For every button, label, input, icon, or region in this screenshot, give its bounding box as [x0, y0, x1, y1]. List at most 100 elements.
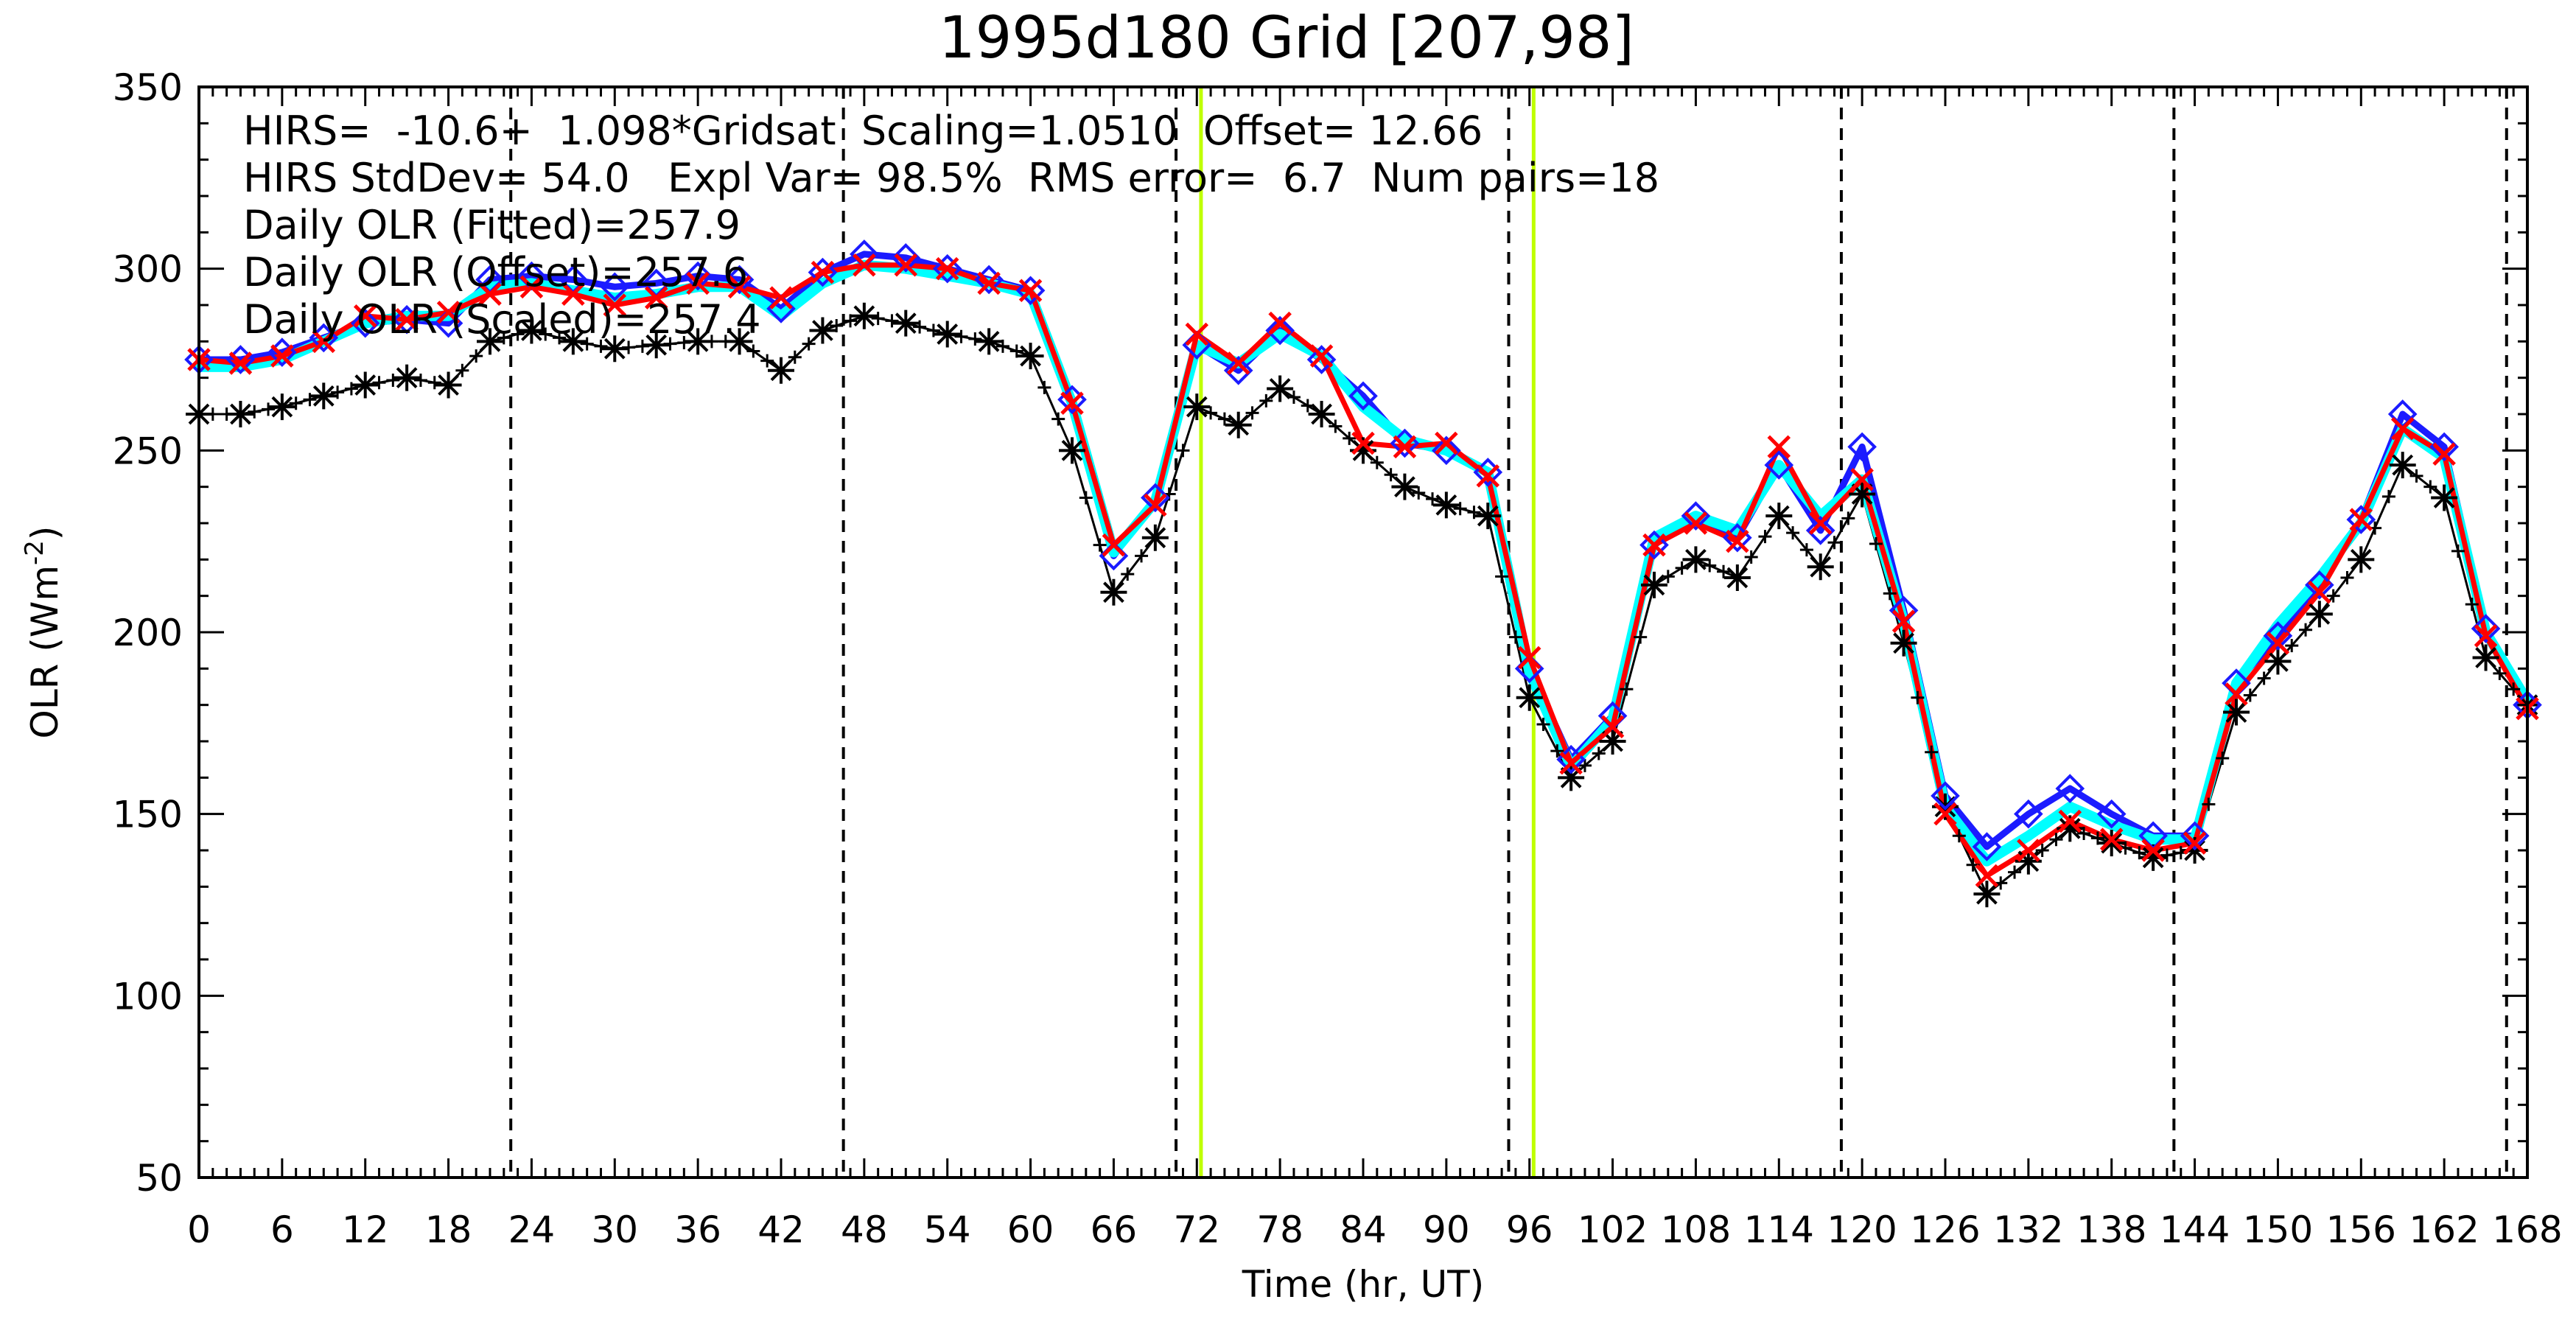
scaled-point: [1476, 464, 1500, 488]
y-tick-label: 150: [113, 794, 183, 836]
gridsat-plus-marker: [372, 376, 386, 390]
gridsat-plus-marker: [1495, 570, 1509, 584]
gridsat-point: [435, 371, 462, 399]
x-tick-label: 168: [2492, 1208, 2562, 1251]
scaled-point: [2432, 442, 2456, 466]
gridsat-plus-marker: [1343, 431, 1357, 445]
gridsat-point: [1765, 503, 1793, 530]
scaled-point: [1767, 435, 1791, 459]
x-tick-label: 96: [1506, 1208, 1553, 1251]
gridsat-plus-marker: [1176, 444, 1190, 458]
annotation-line: Daily OLR (Fitted)=257.9: [243, 202, 741, 248]
gridsat-plus-marker: [2326, 589, 2340, 603]
gridsat-point: [477, 328, 503, 355]
gridsat-plus-marker: [1412, 486, 1426, 500]
annotation-line: Daily OLR (Offset)=257.6: [243, 249, 748, 295]
gridsat-point: [1141, 524, 1169, 551]
gridsat-point: [685, 328, 712, 355]
gridsat-point: [1391, 473, 1418, 500]
gridsat-plus-marker: [1869, 536, 1883, 550]
x-tick-label: 66: [1091, 1208, 1138, 1251]
gridsat-point: [310, 382, 337, 410]
gridsat-plus-marker: [1883, 587, 1897, 601]
scaled-point: [1642, 533, 1666, 557]
gridsat-plus-marker: [1952, 829, 1966, 843]
offset-point: [2346, 505, 2376, 534]
gridsat-plus-marker: [746, 344, 760, 358]
gridsat-plus-marker: [1370, 455, 1384, 469]
gridsat-plus-marker: [2299, 623, 2313, 637]
gridsat-plus-marker: [1925, 745, 1939, 759]
gridsat-plus-marker: [2049, 833, 2063, 847]
gridsat-point: [2140, 844, 2167, 871]
scaled-point: [2474, 624, 2498, 648]
gridsat-plus-marker: [2257, 671, 2271, 685]
gridsat-point: [1225, 411, 1252, 438]
y-tick-label: 100: [113, 975, 183, 1018]
gridsat-plus-marker: [455, 363, 469, 377]
gridsat-plus-marker: [1135, 549, 1149, 563]
series-markers: [184, 239, 2542, 908]
gridsat-plus-marker: [1550, 744, 1564, 758]
gridsat-point: [809, 317, 836, 344]
scaled-point: [519, 275, 544, 299]
gridsat-point: [2264, 648, 2292, 675]
gridsat-plus-marker: [594, 339, 608, 353]
offset-point: [1681, 501, 1711, 531]
gridsat-point: [1474, 503, 1502, 530]
annotation-line: HIRS= -10.6+ 1.098*Gridsat Scaling=1.051…: [243, 108, 1483, 154]
gridsat-plus-marker: [1634, 630, 1648, 644]
scaled-point: [1684, 511, 1708, 535]
offset-point: [1348, 381, 1378, 411]
x-tick-label: 138: [2076, 1208, 2146, 1251]
y-tick-label: 350: [113, 66, 183, 109]
x-tick-label: 36: [674, 1208, 721, 1251]
scaled-point: [1185, 322, 1209, 346]
gridsat-point: [1890, 629, 1917, 657]
scaled-point: [2058, 809, 2082, 833]
x-tick-label: 150: [2243, 1208, 2313, 1251]
gridsat-point: [1599, 728, 1626, 755]
gridsat-plus-marker: [2008, 865, 2022, 879]
gridsat-point: [1059, 437, 1085, 464]
gridsat-plus-marker: [1911, 690, 1925, 704]
gridsat-plus-marker: [871, 312, 885, 326]
offset-point: [1265, 315, 1295, 346]
offset-point: [2471, 614, 2501, 643]
offset-point: [2014, 799, 2043, 829]
scaled-point: [1060, 391, 1084, 415]
gridsat-plus-marker: [2340, 571, 2354, 584]
scaled-point: [1808, 511, 1833, 535]
x-tick-label: 60: [1007, 1208, 1054, 1251]
gridsat-plus-marker: [1037, 380, 1051, 394]
x-tick-label: 42: [757, 1208, 805, 1251]
gridsat-plus-marker: [2160, 848, 2174, 862]
gridsat-plus-marker: [1453, 502, 1467, 516]
scaled-point: [270, 344, 294, 368]
offset-point: [1432, 435, 1461, 466]
gridsat-plus-marker: [497, 331, 511, 345]
x-tick-label: 24: [508, 1208, 556, 1251]
offset-point: [2429, 432, 2459, 462]
gridsat-plus-marker: [2090, 831, 2104, 845]
x-tick-label: 114: [1744, 1208, 1814, 1251]
gridsat-plus-marker: [885, 314, 899, 328]
x-tick-label: 0: [187, 1208, 211, 1251]
gridsat-plus-marker: [954, 329, 968, 343]
gridsat-point: [1350, 437, 1376, 464]
scaled-point: [1726, 529, 1749, 553]
gridsat-plus-marker: [1799, 543, 1813, 557]
offset-point: [1223, 355, 1253, 385]
gridsat-plus-marker: [1384, 468, 1398, 482]
gridsat-plus-marker: [2285, 639, 2299, 653]
x-tick-label: 6: [270, 1208, 294, 1251]
x-tick-label: 102: [1578, 1208, 1648, 1251]
scaled-point: [977, 271, 1001, 295]
gridsat-plus-marker: [760, 354, 774, 368]
gridsat-point: [1516, 684, 1543, 711]
y-axis-label-main: OLR (Wm: [24, 565, 66, 739]
scaled-point: [1351, 431, 1375, 455]
gridsat-point: [1723, 564, 1751, 591]
scaled-point: [603, 293, 627, 317]
gridsat-point: [351, 371, 379, 399]
